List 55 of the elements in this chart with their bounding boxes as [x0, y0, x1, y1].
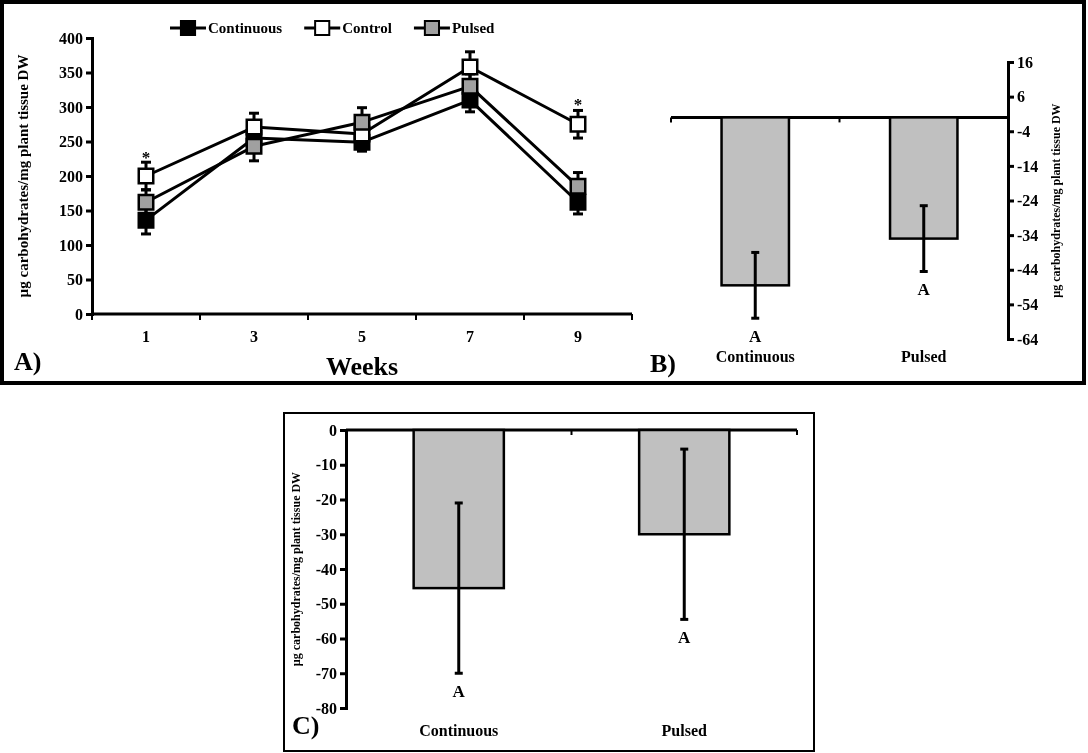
y-tick-label: -20 — [315, 491, 337, 509]
y-tick-label: -10 — [315, 456, 337, 474]
y-tick-label: 150 — [59, 202, 83, 220]
point — [461, 77, 479, 95]
x-tick-label: 3 — [250, 328, 258, 345]
y-tick-label: -30 — [315, 525, 337, 543]
y2-tick-label: -64 — [1017, 330, 1039, 348]
y2-tick-label: -4 — [1017, 122, 1031, 140]
y-tick-label: 200 — [59, 167, 83, 185]
y2-tick-label: 16 — [1017, 53, 1033, 71]
y-tick-label: 0 — [329, 421, 337, 439]
x-tick-label: 1 — [142, 328, 150, 345]
y-tick-label: 400 — [59, 29, 83, 47]
y-tick-label: 300 — [59, 98, 83, 116]
point — [569, 115, 587, 133]
y2-axis-title: µg carbohydrates/mg plant tissue DW — [1049, 103, 1063, 298]
annotation: * — [573, 94, 583, 114]
y2-tick-label: -24 — [1017, 192, 1039, 210]
y2-tick-label: -14 — [1017, 157, 1039, 175]
text: B) — [650, 349, 676, 378]
y-tick-label: -70 — [315, 664, 337, 682]
point — [245, 118, 263, 136]
y-tick-label: -60 — [315, 630, 337, 648]
legend-label: Continuous — [208, 20, 283, 36]
point — [137, 211, 155, 229]
annotation: A — [749, 327, 763, 347]
y-tick-label: 0 — [75, 305, 83, 323]
legend-label: Control — [342, 20, 392, 36]
y2-tick-label: -34 — [1017, 226, 1039, 244]
point — [137, 193, 155, 211]
y2-tick-label: -44 — [1017, 261, 1039, 279]
y-tick-label: 350 — [59, 64, 83, 82]
y-axis-title: µg carbohydrates/mg plant tissue DW — [289, 471, 303, 667]
y-tick-label: 250 — [59, 133, 83, 151]
x-tick-label: 7 — [466, 328, 474, 345]
annotation: A — [452, 682, 466, 702]
point — [245, 137, 263, 155]
point — [353, 113, 371, 131]
annotation: A — [917, 280, 931, 300]
annotation: * — [141, 147, 151, 167]
point — [569, 177, 587, 195]
x-axis-title: Weeks — [325, 352, 399, 381]
y-axis-title: µg carbohydrates/mg plant tissue DW — [15, 54, 31, 298]
y2-tick-label: 6 — [1017, 88, 1025, 106]
y-tick-label: -50 — [315, 595, 337, 613]
annotation: A — [678, 628, 692, 648]
y2-tick-label: -54 — [1017, 295, 1039, 313]
y-tick-label: 50 — [67, 271, 83, 289]
y-tick-label: 100 — [59, 236, 83, 254]
x-tick-label: 9 — [574, 328, 582, 345]
point — [137, 167, 155, 185]
text: A) — [14, 347, 42, 376]
y-tick-label: -40 — [315, 560, 337, 578]
legend-label: Pulsed — [451, 20, 496, 36]
x-tick-label: 5 — [358, 328, 366, 345]
